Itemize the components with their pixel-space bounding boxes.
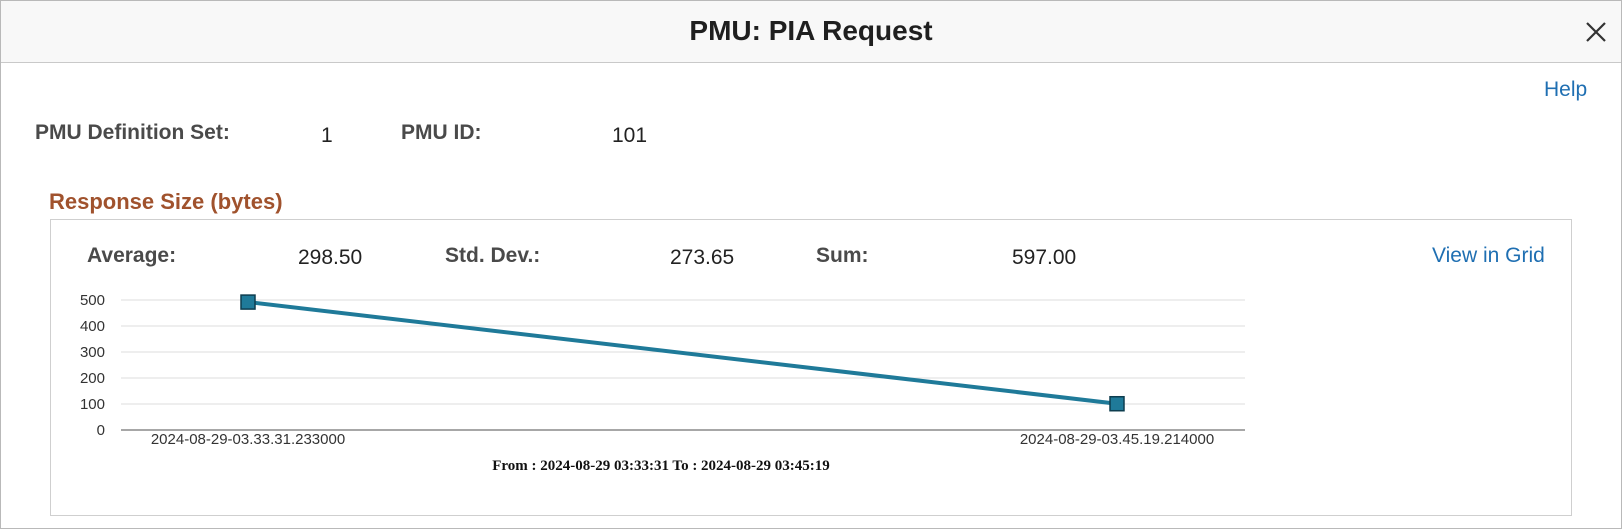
definition-set-label: PMU Definition Set: <box>35 121 230 144</box>
x-tick-label: 2024-08-29-03.45.19.214000 <box>1020 431 1214 448</box>
average-value: 298.50 <box>298 246 363 269</box>
pmu-id-label: PMU ID: <box>401 121 482 144</box>
y-tick-label: 500 <box>80 292 105 309</box>
date-range-label: From : 2024-08-29 03:33:31 To : 2024-08-… <box>492 458 830 474</box>
sum-value: 597.00 <box>1012 246 1077 269</box>
data-point-marker <box>240 294 256 310</box>
series-line <box>247 300 1118 406</box>
section-title: Response Size (bytes) <box>49 189 283 214</box>
y-tick-label: 400 <box>80 318 105 335</box>
sum-label: Sum: <box>816 244 869 267</box>
y-tick-label: 100 <box>80 396 105 413</box>
y-tick-label: 300 <box>80 344 105 361</box>
dialog-title: PMU: PIA Request <box>689 15 933 46</box>
std-dev-label: Std. Dev.: <box>445 244 541 267</box>
view-in-grid-link[interactable]: View in Grid <box>1432 244 1545 267</box>
average-label: Average: <box>87 244 177 267</box>
definition-set-value: 1 <box>321 124 333 147</box>
data-point-marker <box>1109 395 1125 412</box>
std-dev-value: 273.65 <box>670 246 735 269</box>
y-tick-label: 0 <box>97 422 105 439</box>
x-tick-label: 2024-08-29-03.33.31.233000 <box>151 431 345 448</box>
pmu-id-value: 101 <box>612 124 648 147</box>
response-size-chart: 0 100 200 300 400 500 2024-08-29-03.33.31.2330… <box>80 292 1245 474</box>
y-tick-label: 200 <box>80 370 105 387</box>
dialog-titlebar: PMU: PIA Request <box>1 1 1621 63</box>
close-icon[interactable] <box>1581 17 1611 47</box>
help-link[interactable]: Help <box>1544 78 1588 101</box>
